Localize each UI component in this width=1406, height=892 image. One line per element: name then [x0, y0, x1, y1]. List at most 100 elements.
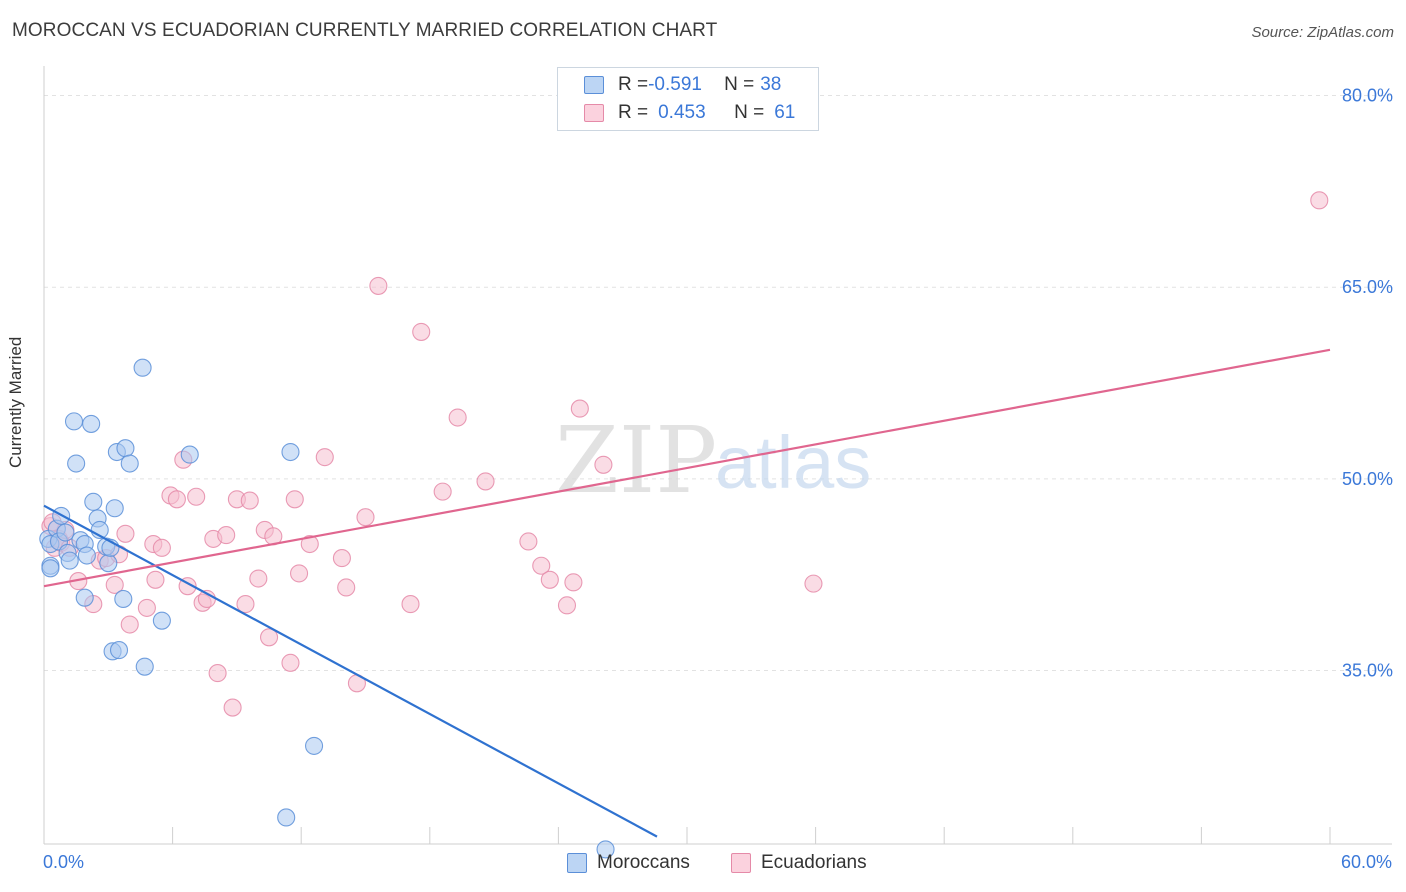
ecuadorian-n-label: N = — [734, 102, 765, 123]
ecuadorian-trend-line — [43, 348, 1331, 588]
ecuadorian-point — [187, 487, 206, 506]
ecuadorian-point — [285, 490, 304, 509]
ecuadorian-point — [116, 524, 135, 543]
ecuadorian-r-value: 0.453 — [658, 102, 706, 123]
ecuadorian-point — [315, 448, 334, 467]
ecuadorian-point — [433, 482, 452, 501]
ecuadorian-point — [249, 569, 268, 588]
watermark-atlas: atlas — [715, 421, 871, 504]
watermark-zip: ZIP — [555, 407, 717, 514]
ecuadorian-point — [369, 276, 388, 295]
y-tick-label: 50.0% — [1342, 469, 1393, 489]
moroccan-point — [114, 589, 133, 609]
ecuadorian-point — [540, 570, 559, 589]
ecuadorian-point — [519, 532, 538, 551]
y-axis-label: Currently Married — [6, 336, 25, 468]
ecuadorian-point — [167, 490, 186, 509]
ecuadorian-points — [41, 191, 1329, 717]
moroccan-point — [152, 611, 171, 630]
moroccan-point — [56, 523, 75, 542]
moroccan-points — [39, 358, 615, 859]
moroccan-point — [133, 358, 152, 377]
moroccan-point — [99, 554, 118, 573]
ecuadorian-point — [137, 598, 156, 617]
y-tick-label: 80.0% — [1342, 86, 1393, 106]
moroccan-point — [82, 414, 101, 433]
moroccan-point — [109, 641, 129, 660]
ecuadorian-r-label: R = — [618, 102, 649, 123]
ecuadorian-point — [300, 534, 319, 554]
ecuadorian-point — [105, 575, 124, 594]
moroccan-point — [60, 551, 79, 570]
ecuadorian-point — [332, 549, 351, 568]
moroccan-point — [305, 736, 324, 755]
legend-item-moroccans: Moroccans — [567, 852, 690, 874]
y-tick-label: 65.0% — [1342, 277, 1393, 297]
moroccan-point — [105, 499, 124, 518]
ecuadorian-point — [208, 664, 227, 683]
moroccan-point — [596, 840, 615, 859]
ecuadorian-point — [240, 491, 259, 510]
ecuadorian-point — [120, 615, 139, 634]
ecuadorian-point — [412, 322, 431, 341]
correlation-legend: R = -0.591 N = 38 R = 0.453 N = 61 — [557, 67, 819, 131]
trend-layer — [43, 348, 1331, 838]
source-label: Source: ZipAtlas.com — [1251, 24, 1394, 41]
moroccan-r-value: -0.591 — [648, 74, 702, 95]
y-tick-label: 35.0% — [1342, 661, 1393, 681]
moroccan-point — [120, 454, 139, 473]
moroccan-point — [84, 492, 103, 511]
ecuadorian-point — [804, 574, 823, 593]
chart-title: MOROCCAN VS ECUADORIAN CURRENTLY MARRIED… — [12, 20, 718, 41]
moroccan-point — [116, 439, 135, 458]
ecuadorian-point — [564, 573, 583, 592]
ecuadorians-legend-swatch — [731, 853, 751, 873]
moroccan-n-label: N = — [724, 74, 755, 95]
moroccans-legend-label: Moroccans — [597, 852, 690, 873]
ecuadorian-point — [532, 556, 551, 575]
ecuadorian-point — [152, 538, 171, 557]
ecuadorian-point — [401, 595, 420, 614]
moroccan-point — [135, 657, 154, 676]
ecuadorian-point — [448, 408, 467, 427]
ecuadorian-point — [281, 653, 300, 672]
ecuadorian-point — [594, 455, 613, 474]
moroccan-trend-line — [43, 504, 658, 838]
ecuadorian-point — [337, 578, 356, 597]
moroccan-swatch — [584, 76, 604, 94]
x-tick-min: 0.0% — [43, 852, 85, 872]
y-tick-labels: 35.0% 50.0% 65.0% 80.0% — [1342, 86, 1393, 681]
moroccan-n-value: 38 — [760, 74, 782, 95]
ecuadorians-legend-label: Ecuadorians — [761, 852, 867, 873]
ecuadorian-point — [217, 526, 236, 545]
ecuadorian-point — [236, 595, 255, 614]
ecuadorian-point — [259, 628, 279, 647]
grid-layer — [44, 95, 1392, 672]
legend-row-moroccans: R = -0.591 N = 38 — [584, 72, 781, 98]
ecuadorian-point — [290, 564, 309, 583]
ecuadorian-point — [223, 698, 242, 717]
moroccan-point — [67, 454, 86, 473]
ecuadorian-point — [146, 570, 165, 589]
x-tick-max: 60.0% — [1340, 852, 1392, 872]
moroccan-point — [75, 588, 94, 607]
legend-row-ecuadorians: R = 0.453 N = 61 — [584, 100, 795, 126]
axes-layer — [43, 66, 1392, 845]
ecuadorian-swatch — [584, 104, 604, 122]
ecuadorian-point — [557, 596, 577, 615]
legend-item-ecuadorians: Ecuadorians — [731, 852, 867, 874]
moroccans-legend-swatch — [567, 853, 587, 873]
ecuadorian-point — [1310, 191, 1329, 210]
moroccan-point — [277, 808, 296, 827]
moroccan-point — [41, 559, 60, 578]
moroccan-point — [77, 546, 96, 565]
moroccan-r-label: R = — [618, 74, 649, 95]
ecuadorian-n-value: 61 — [774, 102, 796, 123]
moroccan-point — [281, 442, 300, 462]
ecuadorian-point — [570, 399, 589, 418]
moroccan-point — [180, 445, 199, 464]
ecuadorian-point — [356, 508, 375, 527]
ecuadorian-point — [476, 472, 495, 491]
moroccan-point — [64, 412, 84, 431]
